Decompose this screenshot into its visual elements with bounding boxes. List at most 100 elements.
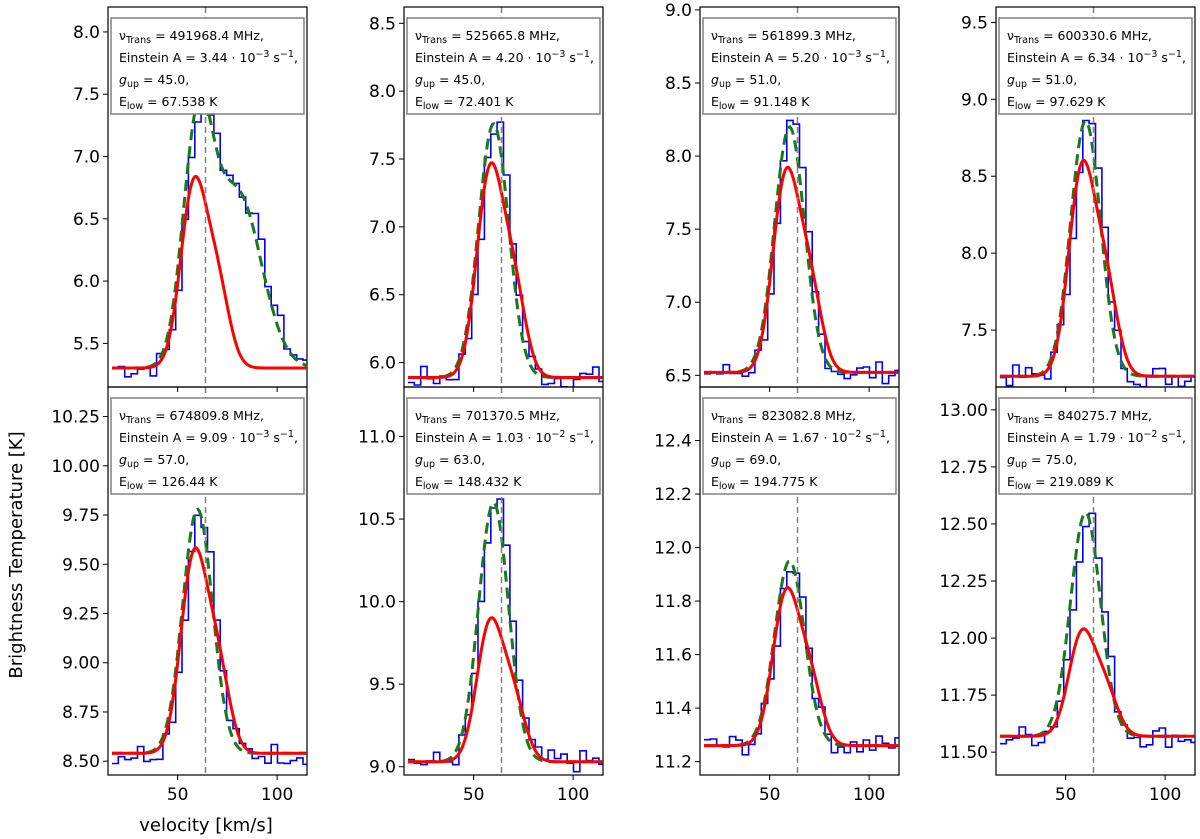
- annotation-einstein: Einstein A = 4.20 · 10−3 s−1,: [415, 49, 594, 65]
- observed-spectrum-line: [408, 121, 603, 387]
- model-dashed-line: [704, 125, 899, 374]
- y-tick-label: 9.75: [62, 506, 100, 526]
- y-tick-label: 11.4: [654, 699, 692, 719]
- y-tick-label: 7.5: [369, 150, 396, 170]
- annotation-elow: Elow = 72.401 K: [415, 94, 514, 112]
- model-dashed-line: [1000, 510, 1195, 738]
- y-tick-label: 9.0: [665, 1, 692, 21]
- x-tick-label: 100: [557, 785, 589, 805]
- y-tick-label: 7.0: [73, 148, 100, 168]
- y-tick-label: 8.5: [369, 14, 396, 34]
- panel-6: 9.0 9.5 10.0 10.5 11.0 50 100 νTrans = 701370.5…: [358, 386, 604, 805]
- observed-spectrum-line: [112, 94, 307, 378]
- y-tick-label: 12.75: [939, 458, 988, 478]
- y-tick-label: 8.75: [62, 703, 100, 723]
- y-tick-label: 8.0: [665, 147, 692, 167]
- annotation-box: [110, 397, 305, 495]
- annotation-einstein: Einstein A = 6.34 · 10−3 s−1,: [1007, 49, 1186, 65]
- x-tick-label: 50: [1055, 785, 1077, 805]
- observed-spectrum-line: [1000, 119, 1195, 387]
- y-tick-label: 7.0: [665, 293, 692, 313]
- model-dashed-line: [408, 500, 603, 764]
- annotation-box: [702, 397, 897, 495]
- observed-spectrum-line: [408, 498, 603, 773]
- observed-spectrum-line: [704, 119, 899, 385]
- x-tick-label: 100: [261, 785, 293, 805]
- panel-frame: [699, 386, 900, 776]
- annotation-frequency: νTrans = 600330.6 MHz,: [1007, 28, 1152, 46]
- x-tick-label: 100: [1149, 785, 1181, 805]
- y-tick-label: 5.5: [73, 334, 100, 354]
- y-tick-label: 8.0: [369, 82, 396, 102]
- annotation-einstein: Einstein A = 1.79 · 10−2 s−1,: [1007, 429, 1186, 445]
- annotation-elow: Elow = 148.432 K: [415, 474, 522, 492]
- y-tick-label: 12.0: [654, 539, 692, 559]
- annotation-frequency: νTrans = 701370.5 MHz,: [415, 408, 560, 426]
- y-tick-label: 9.5: [961, 13, 988, 33]
- annotation-elow: Elow = 126.44 K: [119, 474, 218, 492]
- y-tick-label: 11.8: [654, 592, 692, 612]
- x-tick-label: 50: [463, 785, 485, 805]
- y-tick-label: 7.5: [665, 220, 692, 240]
- annotation-box: [998, 397, 1193, 495]
- model-dashed-line: [1000, 118, 1195, 378]
- panel-4: 7.5 8.0 8.5 9.0 9.5 νTrans = 600330.6 MHz, Ein…: [961, 6, 1196, 392]
- annotation-gup: gup = 51.0,: [711, 72, 781, 90]
- y-tick-label: 13.00: [939, 401, 988, 421]
- annotation-gup: gup = 45.0,: [119, 72, 189, 90]
- fit-line: [112, 174, 307, 370]
- fit-line: [408, 161, 603, 379]
- annotation-frequency: νTrans = 840275.7 MHz,: [1007, 408, 1152, 426]
- annotation-elow: Elow = 219.089 K: [1007, 474, 1114, 492]
- annotation-frequency: νTrans = 561899.3 MHz,: [711, 28, 856, 46]
- annotation-elow: Elow = 91.148 K: [711, 94, 810, 112]
- y-tick-label: 8.50: [62, 752, 100, 772]
- y-tick-label: 12.25: [939, 572, 988, 592]
- annotation-frequency: νTrans = 823082.8 MHz,: [711, 408, 856, 426]
- y-tick-label: 12.2: [654, 485, 692, 505]
- fit-line: [704, 165, 899, 374]
- y-tick-label: 6.5: [369, 286, 396, 306]
- y-tick-label: 6.5: [665, 366, 692, 386]
- y-tick-label: 11.75: [939, 686, 988, 706]
- annotation-einstein: Einstein A = 5.20 · 10−3 s−1,: [711, 49, 890, 65]
- y-tick-label: 8.5: [961, 167, 988, 187]
- annotation-einstein: Einstein A = 9.09 · 10−3 s−1,: [119, 429, 298, 445]
- fit-line: [1000, 158, 1195, 378]
- annotation-gup: gup = 57.0,: [119, 452, 189, 470]
- annotation-box: [110, 17, 305, 115]
- observed-spectrum-line: [112, 514, 307, 766]
- y-tick-label: 9.50: [62, 555, 100, 575]
- annotation-frequency: νTrans = 674809.8 MHz,: [119, 408, 264, 426]
- y-tick-label: 9.00: [62, 654, 100, 674]
- annotation-einstein: Einstein A = 3.44 · 10−3 s−1,: [119, 49, 298, 65]
- y-tick-label: 7.5: [73, 85, 100, 105]
- annotation-box: [406, 17, 601, 115]
- y-tick-label: 12.00: [939, 629, 988, 649]
- y-tick-label: 11.0: [358, 428, 396, 448]
- annotation-gup: gup = 51.0,: [1007, 72, 1077, 90]
- annotation-frequency: νTrans = 491968.4 MHz,: [119, 28, 264, 46]
- annotation-gup: gup = 69.0,: [711, 452, 781, 470]
- model-dashed-line: [704, 559, 899, 748]
- observed-spectrum-line: [1000, 512, 1195, 748]
- annotation-elow: Elow = 194.775 K: [711, 474, 818, 492]
- y-tick-label: 11.2: [654, 753, 692, 773]
- fit-line: [112, 546, 307, 755]
- y-tick-label: 10.25: [51, 408, 100, 428]
- y-tick-label: 6.5: [73, 210, 100, 230]
- y-tick-label: 8.5: [665, 74, 692, 94]
- y-tick-label: 10.00: [51, 457, 100, 477]
- model-dashed-line: [112, 507, 307, 755]
- annotation-elow: Elow = 67.538 K: [119, 94, 218, 112]
- panel-1: 5.5 6.0 6.5 7.0 7.5 8.0 νTrans = 491968.4 MHz,…: [73, 6, 308, 392]
- y-tick-label: 9.25: [62, 604, 100, 624]
- panel-7: 11.2 11.4 11.6 11.8 12.0 12.2 12.4 50 100 νTrans …: [654, 386, 900, 805]
- y-tick-label: 8.0: [961, 244, 988, 264]
- panel-frame: [107, 386, 308, 776]
- y-tick-label: 12.50: [939, 515, 988, 535]
- fit-line: [408, 616, 603, 764]
- y-tick-label: 6.0: [369, 354, 396, 374]
- x-axis-label: velocity [km/s]: [139, 815, 273, 836]
- y-tick-label: 8.0: [73, 23, 100, 43]
